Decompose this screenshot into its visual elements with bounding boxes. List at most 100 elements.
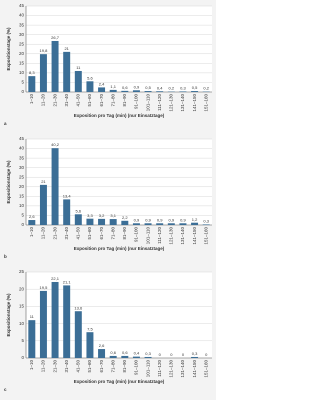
bar	[109, 89, 117, 92]
value-label: 0,4	[157, 85, 163, 90]
x-tick-label: 121–130	[169, 360, 174, 378]
bar	[109, 219, 117, 225]
x-tick-label: 51–60	[87, 360, 92, 373]
x-tick-label: 91–100	[134, 94, 139, 110]
x-tick-label: 81–90	[122, 360, 127, 373]
x-tick-label: 41–50	[76, 227, 81, 240]
x-tick-label: 61–70	[99, 360, 104, 373]
x-tick-label: 141–150	[192, 227, 197, 245]
y-axis-title: Expositionstage (%)	[6, 27, 11, 71]
value-label: 1,2	[192, 217, 198, 222]
x-tick-label: 51–60	[87, 94, 92, 107]
bar	[39, 54, 47, 92]
bar	[144, 223, 152, 225]
y-tick-label: 20	[19, 184, 25, 189]
panel-label: c	[4, 387, 7, 392]
x-tick-label: 41–50	[76, 94, 81, 107]
x-tick-label: 61–70	[99, 227, 104, 240]
value-label: 0,9	[145, 217, 151, 222]
bar	[191, 91, 199, 92]
bar	[144, 91, 152, 92]
value-label: 3,2	[99, 213, 105, 218]
y-tick-label: 30	[19, 32, 25, 37]
bar	[121, 90, 129, 92]
bar	[74, 311, 82, 358]
y-tick-label: 35	[19, 155, 25, 160]
value-label: 0,4	[134, 351, 140, 356]
value-label: 11	[30, 314, 35, 319]
x-tick-label: 11–20	[41, 227, 46, 240]
value-label: 5,6	[76, 208, 82, 213]
x-tick-label: 121–130	[169, 227, 174, 245]
value-label: 19,8	[40, 48, 49, 53]
x-tick-label: 1–10	[29, 227, 34, 238]
x-tick-label: 61–70	[99, 94, 104, 107]
y-tick-label: 5	[21, 213, 24, 218]
value-label: 5,6	[87, 75, 93, 80]
bar	[63, 51, 71, 92]
value-label: 2,4	[99, 81, 105, 86]
bar	[98, 87, 106, 92]
bar	[144, 356, 152, 358]
x-tick-label: 131–140	[180, 94, 185, 112]
value-label: 0	[170, 352, 173, 357]
x-tick-label: 111–120	[157, 227, 162, 244]
value-label: 13,4	[63, 193, 72, 198]
value-label: 22,1	[51, 276, 60, 281]
value-label: 19,5	[40, 285, 49, 290]
bar	[63, 199, 71, 225]
x-tick-label: 31–40	[64, 94, 69, 107]
value-label: 7,5	[87, 326, 93, 331]
x-tick-label: 41–50	[76, 360, 81, 373]
x-axis-title: Exposition pro Tag (min) (nur Einsatztag…	[74, 113, 165, 118]
y-tick-label: 0	[21, 89, 24, 94]
value-label: 0,9	[134, 217, 140, 222]
bar	[28, 76, 36, 92]
x-tick-label: 1–10	[29, 94, 34, 105]
x-tick-label: 151–160	[203, 227, 208, 245]
y-tick-label: 40	[19, 146, 25, 151]
bar	[74, 214, 82, 225]
y-tick-label: 0	[21, 355, 24, 360]
y-tick-label: 10	[19, 321, 25, 326]
bar	[109, 355, 117, 358]
value-label: 0,2	[203, 86, 209, 91]
y-tick-label: 25	[19, 174, 25, 179]
value-label: 0	[182, 352, 185, 357]
x-tick-label: 131–140	[180, 227, 185, 245]
y-tick-label: 35	[19, 22, 25, 27]
x-tick-label: 31–40	[64, 227, 69, 240]
value-label: 13,6	[74, 305, 83, 310]
y-tick-label: 30	[19, 165, 25, 170]
x-axis-title: Exposition pro Tag (min) (nur Einsatztag…	[74, 246, 165, 251]
value-label: 3,3	[87, 213, 93, 218]
x-tick-label: 11–20	[41, 360, 46, 373]
bar	[28, 220, 36, 225]
y-tick-label: 25	[19, 41, 25, 46]
x-tick-label: 51–60	[87, 227, 92, 240]
x-tick-label: 71–80	[110, 360, 115, 373]
y-tick-label: 45	[19, 3, 25, 8]
y-tick-label: 0	[21, 222, 24, 227]
bar	[98, 218, 106, 225]
value-label: 2,6	[29, 214, 35, 219]
x-axis-title: Exposition pro Tag (min) (nur Einsatztag…	[74, 379, 165, 384]
bar	[39, 184, 47, 225]
value-label: 21	[41, 179, 46, 184]
x-tick-label: 81–90	[122, 227, 127, 240]
x-tick-label: 111–120	[157, 360, 162, 377]
x-tick-label: 111–120	[157, 94, 162, 111]
y-tick-label: 15	[19, 304, 25, 309]
bar	[179, 91, 187, 92]
x-tick-label: 71–80	[110, 227, 115, 240]
value-label: 8,3	[29, 70, 35, 75]
bar	[132, 90, 140, 92]
bar	[121, 220, 129, 225]
value-label: 0,2	[169, 86, 175, 91]
bar	[202, 224, 210, 225]
x-tick-label: 131–140	[180, 360, 185, 378]
y-tick-label: 20	[19, 51, 25, 56]
bar	[191, 356, 199, 358]
bar	[156, 91, 164, 92]
y-tick-label: 25	[19, 269, 25, 274]
